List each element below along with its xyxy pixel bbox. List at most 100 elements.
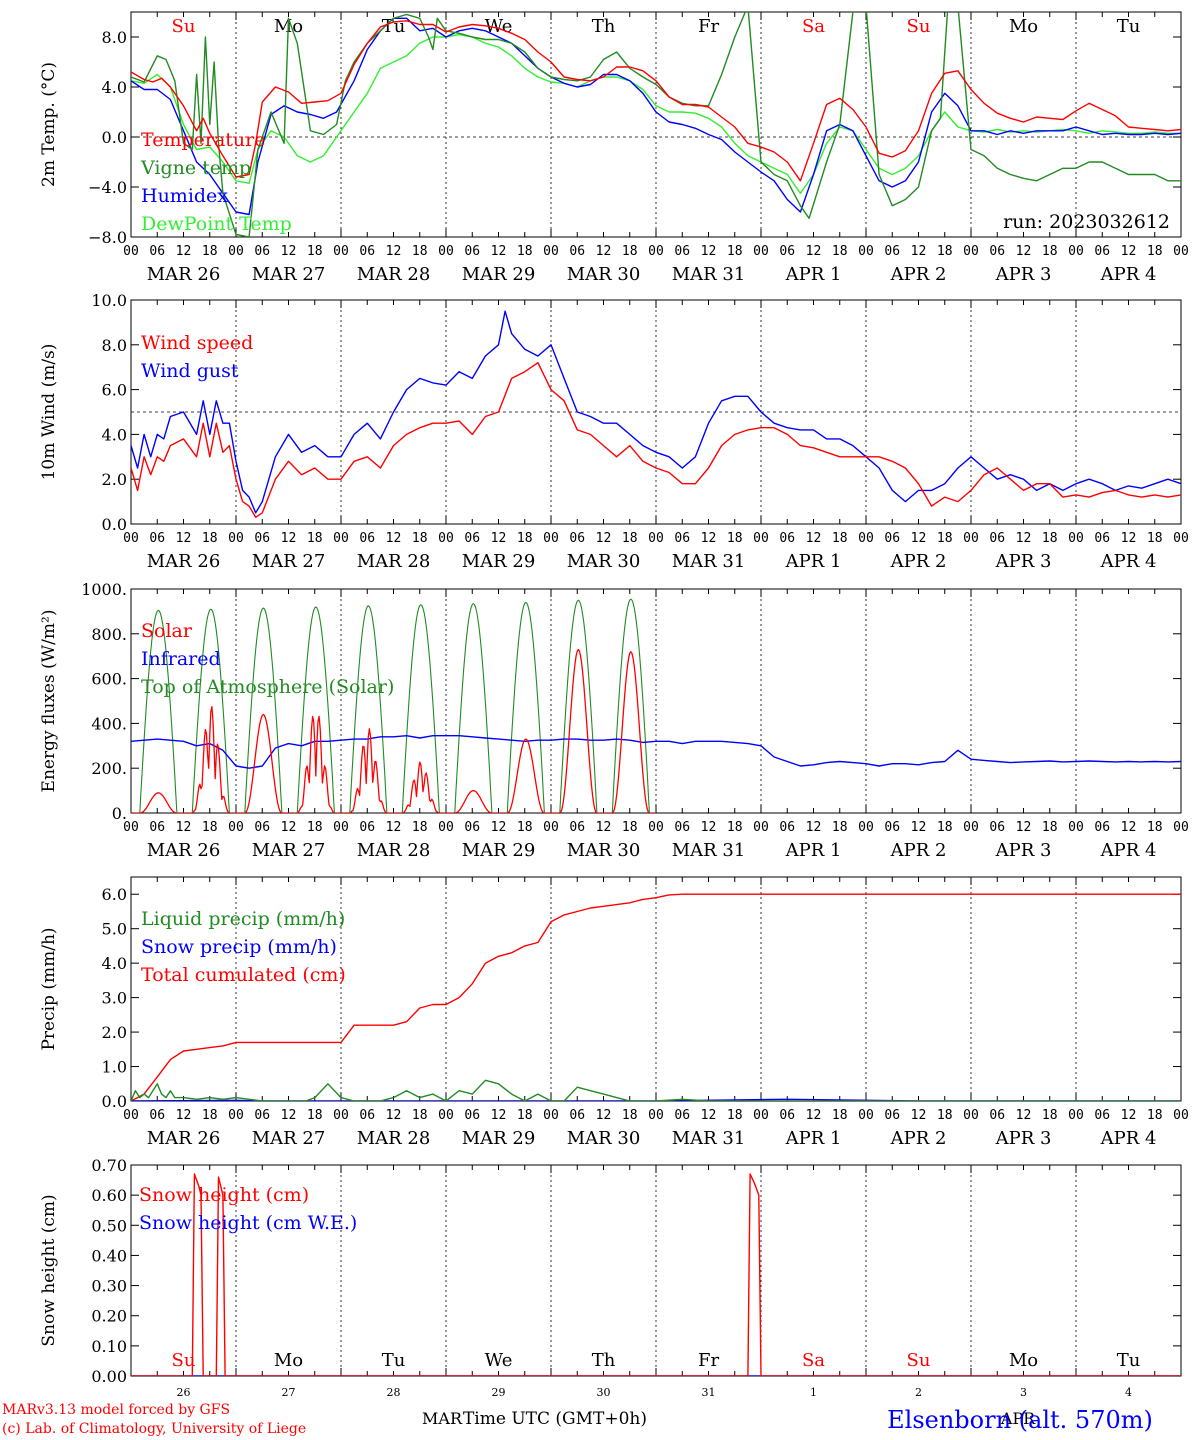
hour-label: 18 bbox=[1147, 244, 1163, 259]
date-label: MAR 29 bbox=[462, 264, 536, 285]
day-number-label: 2 bbox=[915, 1386, 922, 1399]
legend-entry: Liquid precip (mm/h) bbox=[141, 908, 345, 930]
y-tick-label: 0.0 bbox=[102, 128, 127, 147]
hour-label: 00 bbox=[438, 820, 454, 835]
hour-label: 06 bbox=[779, 244, 795, 259]
hour-label: 00 bbox=[228, 244, 244, 259]
hour-label: 06 bbox=[674, 820, 690, 835]
hour-label: 12 bbox=[386, 820, 402, 835]
hour-label: 12 bbox=[806, 531, 822, 546]
weekday-label: Sa bbox=[802, 1350, 825, 1371]
y-tick-label: 8.0 bbox=[102, 28, 127, 47]
hour-label: 00 bbox=[1173, 244, 1189, 259]
hour-label: 06 bbox=[569, 1108, 585, 1123]
y-tick-label: 200. bbox=[91, 759, 127, 778]
month-label: APR bbox=[1000, 1409, 1036, 1428]
hour-label: 18 bbox=[517, 244, 533, 259]
hour-label: 12 bbox=[1016, 531, 1032, 546]
hour-label: 12 bbox=[176, 531, 192, 546]
hour-label: 12 bbox=[386, 531, 402, 546]
hour-label: 18 bbox=[622, 244, 638, 259]
hour-label: 06 bbox=[464, 244, 480, 259]
hour-label: 06 bbox=[149, 531, 165, 546]
chart-panel-1: −8.0 −4.0 0.0 4.0 8.0 2m Temp. (°C) 00 06 12 18 MA… bbox=[39, 11, 1189, 285]
date-label: MAR 29 bbox=[462, 840, 536, 861]
hour-label: 06 bbox=[464, 820, 480, 835]
y-axis-label: 2m Temp. (°C) bbox=[39, 62, 59, 187]
station-name: Elsenborn (alt. 570m) bbox=[887, 1406, 1153, 1434]
hour-label: 12 bbox=[911, 1108, 927, 1123]
hour-label: 06 bbox=[989, 244, 1005, 259]
weekday-label: Fr bbox=[698, 1350, 719, 1371]
y-axis-label: Snow height (cm) bbox=[39, 1194, 59, 1346]
series-vigne-temp-line bbox=[131, 12, 1181, 237]
series-lines bbox=[131, 598, 1181, 813]
hour-label: 06 bbox=[149, 820, 165, 835]
y-tick-label: 3.0 bbox=[102, 989, 127, 1008]
date-label: MAR 29 bbox=[462, 551, 536, 572]
y-tick-label: 0.50 bbox=[91, 1216, 127, 1235]
y-tick-label: 0.0 bbox=[102, 1092, 127, 1111]
hour-label: 06 bbox=[254, 531, 270, 546]
y-tick-label: 0.40 bbox=[91, 1246, 127, 1265]
hour-label: 06 bbox=[989, 531, 1005, 546]
date-label: APR 4 bbox=[1100, 551, 1157, 572]
hour-label: 18 bbox=[727, 1108, 743, 1123]
hour-label: 00 bbox=[438, 531, 454, 546]
hour-label: 00 bbox=[963, 244, 979, 259]
legend-entry: Snow height (cm) bbox=[139, 1184, 309, 1206]
weekday-label: We bbox=[485, 1350, 513, 1371]
legend-entry: Wind gust bbox=[141, 360, 239, 382]
hour-label: 00 bbox=[1173, 531, 1189, 546]
series-humidex-line bbox=[131, 17, 1181, 216]
hour-label: 12 bbox=[701, 531, 717, 546]
y-tick-label: 0.00 bbox=[91, 1367, 127, 1386]
hour-label: 12 bbox=[386, 244, 402, 259]
hour-label: 18 bbox=[1042, 531, 1058, 546]
hour-label: 12 bbox=[1121, 244, 1137, 259]
hour-label: 06 bbox=[359, 244, 375, 259]
legend-entry: DewPoint Temp bbox=[141, 213, 292, 235]
weekday-label: Tu bbox=[382, 1350, 406, 1371]
y-tick-label: 4.0 bbox=[102, 425, 127, 444]
legend-entry: Infrared bbox=[141, 648, 221, 670]
hour-label: 12 bbox=[176, 820, 192, 835]
hour-label: 18 bbox=[727, 531, 743, 546]
hour-label: 12 bbox=[911, 244, 927, 259]
day-number-label: 28 bbox=[387, 1386, 401, 1399]
day-number-label: 30 bbox=[597, 1386, 611, 1399]
series-temperature-line bbox=[131, 20, 1181, 182]
date-label: MAR 26 bbox=[147, 840, 221, 861]
hour-label: 06 bbox=[989, 1108, 1005, 1123]
date-label: MAR 26 bbox=[147, 551, 221, 572]
y-tick-label: 8.0 bbox=[102, 336, 127, 355]
hour-label: 18 bbox=[412, 531, 428, 546]
hour-label: 00 bbox=[1068, 244, 1084, 259]
hour-label: 06 bbox=[989, 820, 1005, 835]
hour-label: 18 bbox=[622, 531, 638, 546]
hour-label: 18 bbox=[1042, 244, 1058, 259]
hour-label: 12 bbox=[1016, 1108, 1032, 1123]
weekday-label: Th bbox=[592, 1350, 616, 1371]
hour-label: 12 bbox=[491, 1108, 507, 1123]
y-axis-label: Precip (mm/h) bbox=[39, 927, 59, 1050]
hour-label: 06 bbox=[359, 531, 375, 546]
legend-entry: Wind speed bbox=[141, 332, 253, 354]
infrared-line bbox=[131, 735, 1181, 769]
weekday-label: Tu bbox=[1117, 16, 1141, 37]
y-tick-label: 1.0 bbox=[102, 1058, 127, 1077]
hour-label: 00 bbox=[543, 244, 559, 259]
hour-label: 06 bbox=[359, 1108, 375, 1123]
date-label: APR 3 bbox=[995, 264, 1052, 285]
y-tick-label: 1000. bbox=[81, 580, 127, 599]
hour-label: 12 bbox=[596, 244, 612, 259]
hour-label: 00 bbox=[858, 820, 874, 835]
y-tick-label: 0.30 bbox=[91, 1277, 127, 1296]
hour-label: 18 bbox=[202, 1108, 218, 1123]
date-label: MAR 29 bbox=[462, 1128, 536, 1149]
hour-label: 00 bbox=[648, 820, 664, 835]
hour-label: 12 bbox=[491, 531, 507, 546]
y-tick-label: 4.0 bbox=[102, 954, 127, 973]
weekday-label: Su bbox=[907, 1350, 931, 1371]
hour-label: 18 bbox=[517, 1108, 533, 1123]
